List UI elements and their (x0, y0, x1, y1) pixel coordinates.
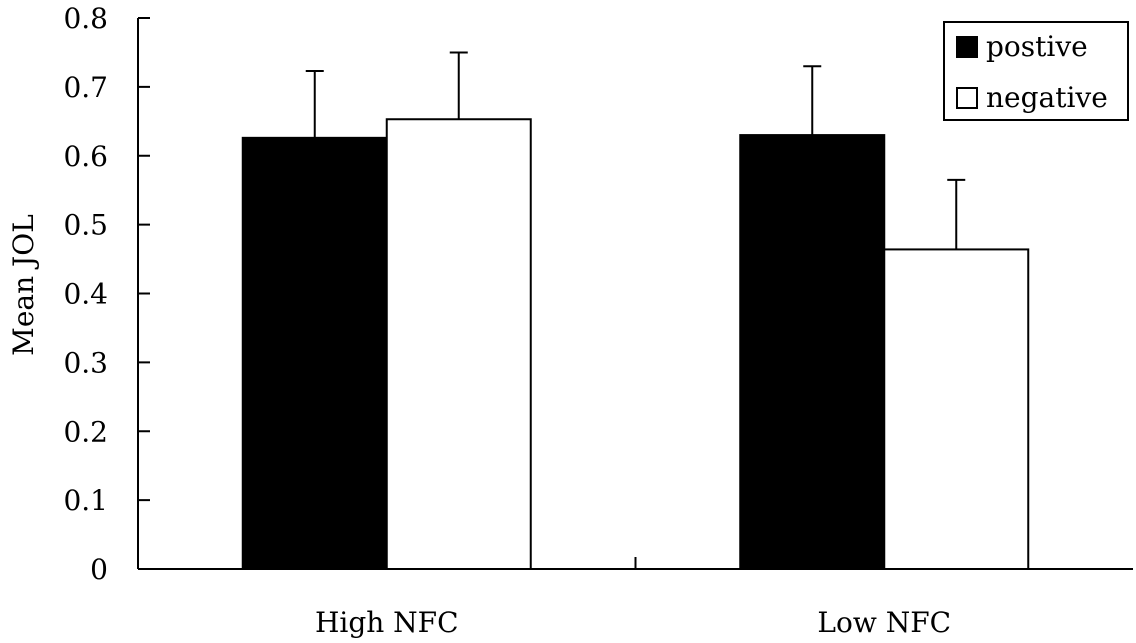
legend: postive negative (943, 21, 1129, 121)
y-tick-label: 0.7 (63, 71, 108, 104)
legend-label-postive: postive (986, 30, 1088, 63)
plot-area (241, 51, 1030, 570)
y-tick-label: 0.4 (63, 278, 108, 311)
y-tick-label: 0.5 (63, 209, 108, 242)
bar-postive-low-nfc (739, 134, 886, 570)
legend-swatch-negative (956, 87, 978, 109)
bar-negative-low-nfc (883, 248, 1030, 570)
y-tick-label: 0 (90, 553, 108, 586)
y-axis-title: Mean JOL (7, 214, 40, 356)
legend-item-postive: postive (956, 30, 1088, 63)
y-tick-label: 0.3 (63, 346, 108, 379)
bar-negative-high-nfc (385, 118, 532, 570)
legend-swatch-postive (956, 36, 978, 58)
y-tick-label: 0.2 (63, 415, 108, 448)
x-tick-label: Low NFC (817, 606, 951, 639)
y-tick-label: 0.8 (63, 2, 108, 35)
legend-label-negative: negative (986, 81, 1108, 114)
y-tick-label: 0.1 (63, 484, 108, 517)
x-tick-label: High NFC (315, 606, 459, 639)
legend-item-negative: negative (956, 81, 1108, 114)
bar-postive-high-nfc (241, 136, 388, 570)
y-tick-label: 0.6 (63, 140, 108, 173)
x-ticks: High NFC Low NFC (315, 557, 951, 639)
y-ticks: 0 0.1 0.2 0.3 0.4 0.5 0.6 0.7 0.8 (63, 2, 150, 586)
